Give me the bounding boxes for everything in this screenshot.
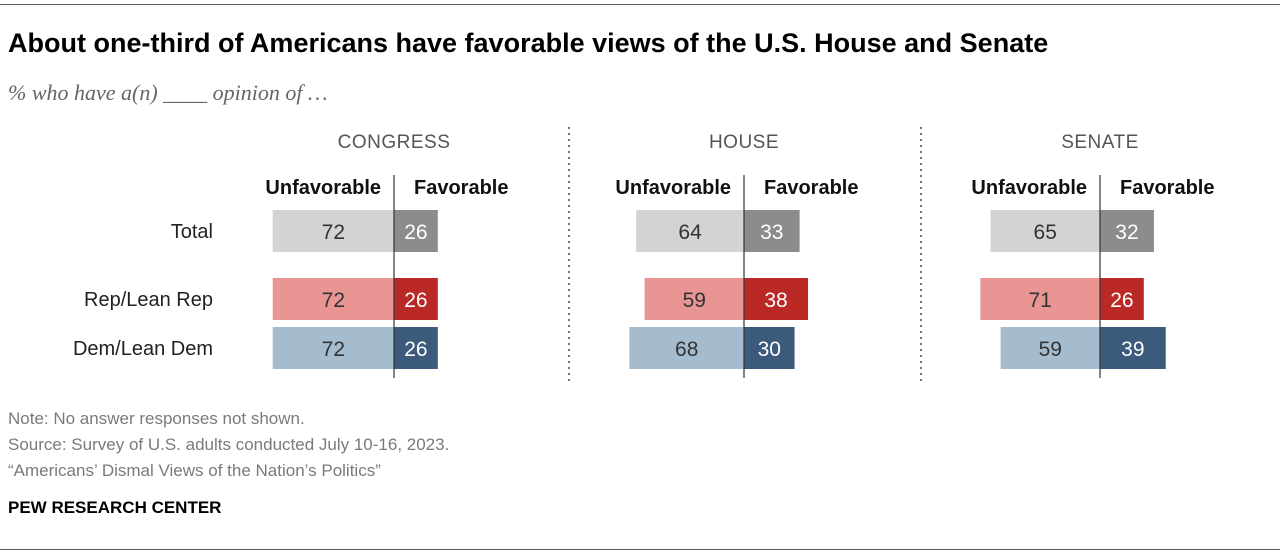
bar-favorable bbox=[744, 278, 809, 320]
data-label-favorable: 26 bbox=[404, 221, 427, 244]
bar-favorable bbox=[1100, 210, 1154, 252]
data-label-unfavorable: 71 bbox=[1029, 289, 1052, 312]
bar-favorable bbox=[1100, 278, 1144, 320]
chart-title: About one-third of Americans have favora… bbox=[8, 28, 1049, 58]
column-header-favorable: Favorable bbox=[764, 177, 858, 199]
bar-unfavorable bbox=[629, 327, 744, 369]
column-header-unfavorable: Unfavorable bbox=[615, 177, 731, 199]
data-label-unfavorable: 72 bbox=[322, 289, 345, 312]
column-header-unfavorable: Unfavorable bbox=[265, 177, 381, 199]
data-label-unfavorable: 72 bbox=[322, 221, 345, 244]
panel-title: CONGRESS bbox=[338, 132, 451, 153]
bar-favorable bbox=[394, 327, 438, 369]
data-label-unfavorable: 64 bbox=[678, 221, 702, 244]
bar-unfavorable bbox=[644, 278, 744, 320]
bar-unfavorable bbox=[1000, 327, 1100, 369]
data-label-favorable: 26 bbox=[404, 338, 427, 361]
column-header-favorable: Favorable bbox=[414, 177, 508, 199]
bar-unfavorable bbox=[272, 278, 394, 320]
panel-title: HOUSE bbox=[709, 132, 779, 153]
data-label-unfavorable: 68 bbox=[675, 338, 698, 361]
row-label: Dem/Lean Dem bbox=[73, 338, 213, 360]
bar-favorable bbox=[744, 210, 800, 252]
bar-favorable bbox=[744, 327, 795, 369]
data-label-unfavorable: 72 bbox=[322, 338, 345, 361]
data-label-favorable: 33 bbox=[760, 221, 783, 244]
data-label-unfavorable: 59 bbox=[1039, 338, 1062, 361]
note-text: Note: No answer responses not shown. bbox=[8, 409, 305, 428]
bar-favorable bbox=[1100, 327, 1166, 369]
data-label-favorable: 32 bbox=[1115, 221, 1138, 244]
bar-unfavorable bbox=[980, 278, 1100, 320]
column-header-unfavorable: Unfavorable bbox=[971, 177, 1087, 199]
data-label-favorable: 26 bbox=[404, 289, 427, 312]
data-label-favorable: 26 bbox=[1110, 289, 1133, 312]
report-title-text: “Americans’ Dismal Views of the Nation’s… bbox=[8, 461, 381, 480]
chart-subtitle: % who have a(n) ____ opinion of … bbox=[8, 80, 328, 105]
data-label-unfavorable: 59 bbox=[683, 289, 706, 312]
brand-logo-text: PEW RESEARCH CENTER bbox=[8, 498, 222, 517]
bar-unfavorable bbox=[272, 327, 394, 369]
bar-unfavorable bbox=[272, 210, 394, 252]
source-text: Source: Survey of U.S. adults conducted … bbox=[8, 435, 450, 454]
chart-notes: Note: No answer responses not shown. Sou… bbox=[8, 406, 449, 484]
data-label-favorable: 30 bbox=[758, 338, 781, 361]
data-label-favorable: 39 bbox=[1121, 338, 1144, 361]
row-label: Total bbox=[171, 221, 213, 243]
top-rule bbox=[0, 4, 1280, 5]
column-header-favorable: Favorable bbox=[1120, 177, 1214, 199]
bar-unfavorable bbox=[990, 210, 1100, 252]
bar-unfavorable bbox=[636, 210, 744, 252]
data-label-unfavorable: 65 bbox=[1034, 221, 1057, 244]
row-label: Rep/Lean Rep bbox=[84, 289, 213, 311]
data-label-favorable: 38 bbox=[764, 289, 787, 312]
panel-title: SENATE bbox=[1061, 132, 1139, 153]
diverging-bar-chart: Total Rep/Lean Rep Dem/Lean Dem CONGRESS Unf… bbox=[73, 127, 1214, 384]
bar-favorable bbox=[394, 278, 438, 320]
bar-favorable bbox=[394, 210, 438, 252]
bottom-rule bbox=[0, 549, 1280, 550]
